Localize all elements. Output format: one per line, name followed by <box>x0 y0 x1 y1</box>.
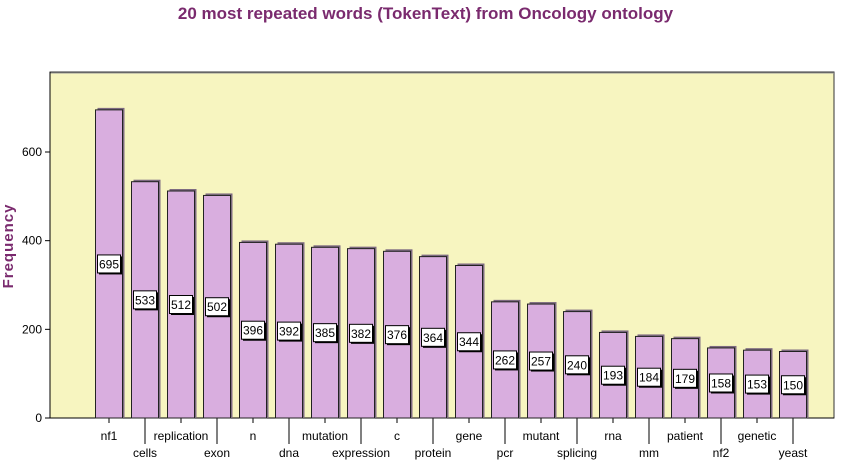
x-tick-label: gene <box>456 429 483 443</box>
data-label-box <box>349 323 373 343</box>
x-tick-label: nf2 <box>713 446 730 460</box>
data-label: 502 <box>207 300 227 314</box>
data-label: 179 <box>675 372 695 386</box>
x-tick-label: n <box>250 429 257 443</box>
data-label: 262 <box>495 353 515 367</box>
data-label: 240 <box>567 358 587 372</box>
data-label: 695 <box>99 257 119 271</box>
data-label: 257 <box>531 355 551 369</box>
data-label: 396 <box>243 324 263 338</box>
data-label: 392 <box>279 325 299 339</box>
y-tick-label: 0 <box>35 411 42 425</box>
data-label-box <box>709 373 733 393</box>
data-label-box <box>529 351 553 371</box>
x-tick-label: patient <box>667 429 704 443</box>
x-tick-label: c <box>394 429 400 443</box>
data-label: 364 <box>423 331 443 345</box>
y-tick-label: 200 <box>22 322 42 336</box>
data-label-box <box>601 365 625 385</box>
x-tick-label: yeast <box>779 446 808 460</box>
data-label: 376 <box>387 328 407 342</box>
data-label-box <box>493 350 517 370</box>
x-tick-label: mm <box>639 446 659 460</box>
data-label-box <box>781 375 805 395</box>
chart-title: 20 most repeated words (TokenText) from … <box>177 4 674 23</box>
x-tick-label: genetic <box>738 429 777 443</box>
data-label: 344 <box>459 335 479 349</box>
data-label-box <box>565 355 589 375</box>
data-label-box <box>133 290 157 310</box>
x-tick-label: splicing <box>557 446 597 460</box>
data-label: 184 <box>639 371 659 385</box>
data-label: 382 <box>351 327 371 341</box>
data-label: 385 <box>315 326 335 340</box>
data-label-box <box>385 325 409 345</box>
x-tick-label: nf1 <box>101 429 118 443</box>
data-label-box <box>457 332 481 352</box>
x-tick-label: cells <box>133 446 157 460</box>
data-label-box <box>637 367 661 387</box>
x-tick-label: dna <box>279 446 299 460</box>
x-tick-label: protein <box>415 446 452 460</box>
y-tick-label: 400 <box>22 234 42 248</box>
data-label: 153 <box>747 378 767 392</box>
x-tick-label: replication <box>154 429 209 443</box>
data-label-box <box>205 297 229 317</box>
data-label-box <box>745 374 769 394</box>
data-label: 512 <box>171 298 191 312</box>
data-label: 150 <box>783 378 803 392</box>
data-label-box <box>277 321 301 341</box>
x-tick-label: expression <box>332 446 390 460</box>
x-tick-label: exon <box>204 446 230 460</box>
x-tick-label: mutant <box>523 429 560 443</box>
data-label-box <box>421 327 445 347</box>
y-tick-label: 600 <box>22 145 42 159</box>
data-label: 193 <box>603 369 623 383</box>
data-label-box <box>97 254 121 274</box>
data-label-box <box>169 295 193 315</box>
x-tick-label: rna <box>604 429 622 443</box>
y-axis-label: Frequency <box>0 204 17 289</box>
data-label: 533 <box>135 293 155 307</box>
x-tick-label: mutation <box>302 429 348 443</box>
data-label-box <box>673 368 697 388</box>
x-tick-label: pcr <box>497 446 514 460</box>
data-label-box <box>313 323 337 343</box>
data-label: 158 <box>711 376 731 390</box>
data-label-box <box>241 320 265 340</box>
